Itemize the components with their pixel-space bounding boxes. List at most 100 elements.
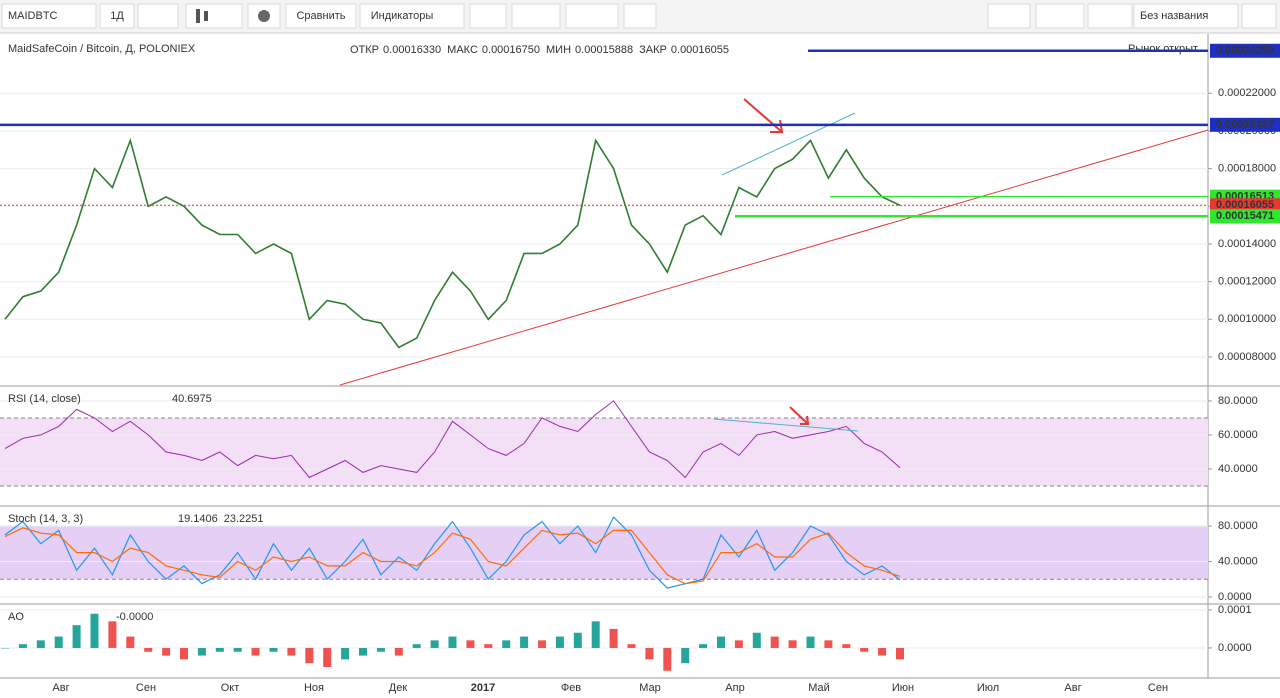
ao-bar [752,632,761,648]
pane-title: RSI (14, close) [8,393,81,405]
ao-bar [269,647,278,652]
ao-bar [448,636,457,648]
ao-bar [663,647,672,671]
y-tick-label: 0.00010000 [1218,313,1276,325]
ao-bar [287,647,296,656]
ao-bar [645,647,654,660]
ao-bar [197,647,206,656]
price-line [4,516,901,589]
symbol-box[interactable] [1,3,97,29]
x-tick-label: Сен [136,682,156,694]
ohlc-value: 0.00016750 [482,44,540,56]
ao-bar [323,647,332,667]
stoch-k-value: 19.1406 [178,513,218,525]
y-tick-label: 0.00022000 [1218,87,1276,99]
color-button[interactable] [987,3,1031,29]
ao-bar [591,621,600,648]
ao-bar [699,644,708,648]
pane-title: MaidSafeCoin / Bitcoin, Д, POLONIEX [8,43,196,55]
interval: 1Д [110,10,124,22]
ao-bar [573,632,582,648]
y-tick-label: 0.00012000 [1218,276,1276,288]
theme-button[interactable] [511,3,561,29]
layout-name: Без названия [1140,10,1208,22]
indicators-button[interactable] [359,3,465,29]
ohlc-name: ЗАКР [639,44,667,56]
ao-bar [502,640,511,648]
ao-bar [144,647,153,652]
compare: Сравнить [296,10,345,22]
ao-bar [788,640,797,648]
layout-button[interactable] [1133,3,1239,29]
y-tick-label: 0.00014000 [1218,238,1276,250]
sort-button[interactable] [1241,3,1277,29]
ao-bar [717,636,725,648]
ao-bar [896,647,904,660]
ao-bar [806,636,815,648]
load-button[interactable] [1035,3,1085,29]
y-tick-label: 60.0000 [1218,429,1258,441]
y-tick-label: 80.0000 [1218,520,1258,532]
ohlc-name: МАКС [447,44,478,56]
ao-bar [90,613,99,648]
y-tick-label: 0.0000 [1218,591,1252,603]
ohlc-value: 0.00015888 [575,44,633,56]
undo-redo[interactable] [565,3,619,29]
ao-bar [305,647,314,664]
ao-bar [484,644,493,648]
indicators: Индикаторы [371,10,434,22]
ao-bar [215,647,224,652]
ao-bar [180,647,188,660]
ao-bar [555,636,564,648]
price-line [4,527,901,585]
ohlc-value: 0.00016330 [383,44,441,56]
arrow [743,98,784,133]
ao-bar [233,647,242,652]
interval-button[interactable] [99,3,135,29]
compare-button[interactable] [285,3,357,29]
price-tag [1210,209,1280,224]
symbol: MAIDBTC [8,10,58,22]
x-tick-label: Окт [221,682,240,694]
price-tag [1210,43,1280,58]
rsi-trend [713,418,859,432]
settings-button[interactable] [247,3,281,29]
alert-button[interactable] [469,3,507,29]
ao-bar [860,647,869,652]
ohlc-name: ОТКР [350,44,379,56]
x-tick-label: Сен [1148,682,1168,694]
price-line [4,400,901,479]
ao-bar [878,647,887,656]
ao-bar [18,644,27,648]
price-tag-label: 0.00016055 [1216,199,1274,211]
ao-bar [430,640,439,648]
trend-line [339,129,1209,386]
ao-bar [412,644,421,648]
bar-type-button[interactable] [185,3,243,29]
ao-bar [842,644,851,648]
band [0,417,1208,486]
ao-bar [520,636,529,648]
price-tag-label: 0.00020327 [1216,119,1274,131]
x-tick-label: Фев [561,682,581,694]
ao-bar [162,647,171,656]
rsi-value: 40.6975 [172,393,212,405]
ao-bar [824,640,833,648]
save-button[interactable] [1087,3,1133,29]
x-tick-label: Ноя [304,682,324,694]
stoch-d-value: 23.2251 [224,513,264,525]
chart-style-button[interactable] [137,3,179,29]
ao-bar [376,647,385,652]
pane-title: AO [8,611,24,623]
ao-bar [359,647,367,656]
ao-bar [1,647,9,649]
ao-bar [341,647,350,660]
channel-line [721,112,856,176]
ao-bar [394,647,403,656]
fullscreen-button[interactable] [623,3,657,29]
ao-bar [251,647,260,656]
price-tag-label: 0.00015471 [1216,210,1274,222]
x-tick-label: Июл [977,682,999,694]
y-tick-label: 80.0000 [1218,395,1258,407]
